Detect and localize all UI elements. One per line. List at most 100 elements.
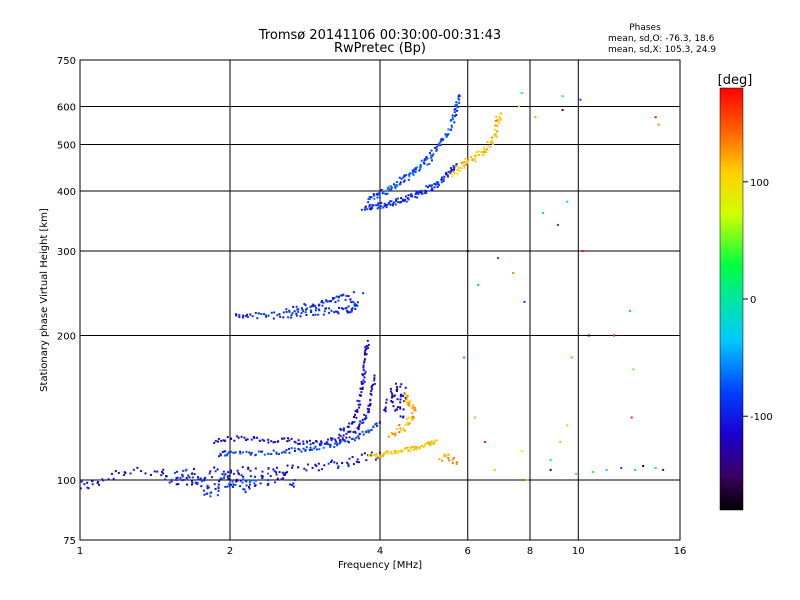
data-point bbox=[230, 437, 232, 440]
data-point bbox=[447, 453, 450, 456]
data-point bbox=[445, 172, 448, 174]
data-point bbox=[397, 450, 400, 453]
data-point bbox=[416, 166, 419, 169]
data-point bbox=[238, 316, 241, 318]
colorbar-tick-label: 0 bbox=[750, 295, 756, 306]
data-point bbox=[281, 471, 284, 474]
data-point bbox=[389, 188, 391, 191]
data-point bbox=[407, 198, 410, 201]
data-point bbox=[242, 314, 245, 317]
data-point bbox=[320, 440, 323, 443]
data-point bbox=[352, 300, 355, 303]
data-point bbox=[368, 198, 371, 200]
data-point bbox=[364, 346, 367, 349]
data-point bbox=[221, 473, 224, 476]
data-point bbox=[226, 452, 229, 455]
data-point bbox=[379, 451, 381, 454]
data-point bbox=[249, 469, 252, 472]
data-point bbox=[368, 453, 371, 456]
data-point bbox=[458, 170, 461, 173]
data-point bbox=[365, 345, 368, 348]
data-point bbox=[407, 449, 410, 452]
data-point bbox=[348, 311, 351, 314]
y-tick-label: 500 bbox=[57, 141, 76, 152]
data-point bbox=[282, 316, 285, 319]
data-point bbox=[238, 473, 241, 476]
data-point bbox=[632, 368, 635, 371]
data-point bbox=[441, 176, 443, 179]
data-point bbox=[402, 408, 405, 411]
y-axis-label: Stationary phase Virtual Height [km] bbox=[39, 208, 50, 392]
data-point bbox=[305, 469, 308, 472]
data-point bbox=[347, 295, 350, 298]
data-point bbox=[408, 422, 411, 425]
data-point bbox=[257, 450, 260, 453]
data-point bbox=[377, 192, 380, 195]
data-point bbox=[379, 205, 382, 207]
data-point bbox=[403, 448, 406, 451]
data-point bbox=[261, 477, 264, 479]
data-point bbox=[246, 438, 249, 441]
data-point bbox=[396, 408, 398, 411]
data-point bbox=[290, 314, 293, 316]
data-point bbox=[407, 178, 410, 181]
y-tick-label: 100 bbox=[57, 476, 76, 487]
data-point bbox=[202, 489, 205, 492]
data-point bbox=[575, 472, 578, 475]
data-point bbox=[453, 166, 456, 169]
data-point bbox=[587, 334, 590, 337]
data-point bbox=[420, 159, 423, 162]
data-point bbox=[217, 440, 219, 443]
data-point bbox=[460, 166, 462, 169]
data-point bbox=[424, 443, 427, 446]
data-point bbox=[270, 440, 273, 443]
data-point bbox=[377, 206, 380, 209]
data-point bbox=[329, 444, 332, 447]
data-point bbox=[231, 480, 234, 483]
data-point bbox=[308, 449, 311, 451]
data-point bbox=[642, 464, 645, 467]
data-point bbox=[356, 408, 359, 411]
data-point bbox=[364, 370, 367, 373]
data-point bbox=[435, 181, 438, 184]
data-point bbox=[482, 153, 485, 156]
data-point bbox=[347, 310, 350, 313]
data-point bbox=[309, 446, 312, 449]
data-point bbox=[430, 149, 433, 152]
data-point bbox=[386, 187, 389, 190]
data-point bbox=[312, 442, 315, 445]
data-point bbox=[374, 423, 377, 426]
data-point bbox=[376, 204, 379, 207]
data-point bbox=[400, 393, 403, 396]
data-point bbox=[317, 313, 320, 316]
data-point bbox=[336, 462, 338, 465]
data-point bbox=[182, 478, 185, 481]
data-point bbox=[413, 445, 416, 448]
data-point bbox=[378, 193, 381, 196]
data-point bbox=[382, 454, 385, 457]
data-point bbox=[360, 453, 363, 456]
data-point bbox=[295, 305, 298, 308]
data-point bbox=[389, 185, 392, 188]
data-point bbox=[455, 165, 458, 167]
data-point bbox=[473, 158, 476, 161]
data-point bbox=[331, 437, 334, 440]
data-point bbox=[223, 474, 226, 477]
data-point bbox=[517, 105, 520, 108]
data-point bbox=[289, 483, 291, 486]
data-point bbox=[436, 185, 439, 188]
data-point bbox=[267, 314, 270, 317]
data-point bbox=[360, 391, 363, 394]
data-point bbox=[375, 453, 378, 455]
data-point bbox=[323, 464, 326, 467]
data-point bbox=[473, 416, 476, 419]
data-point bbox=[249, 453, 252, 456]
data-point bbox=[496, 119, 499, 122]
data-point bbox=[124, 472, 127, 475]
data-point bbox=[325, 307, 328, 310]
data-point bbox=[266, 484, 269, 486]
data-point bbox=[357, 403, 360, 406]
data-point bbox=[495, 135, 498, 138]
data-point bbox=[315, 448, 318, 451]
data-point bbox=[196, 481, 199, 484]
